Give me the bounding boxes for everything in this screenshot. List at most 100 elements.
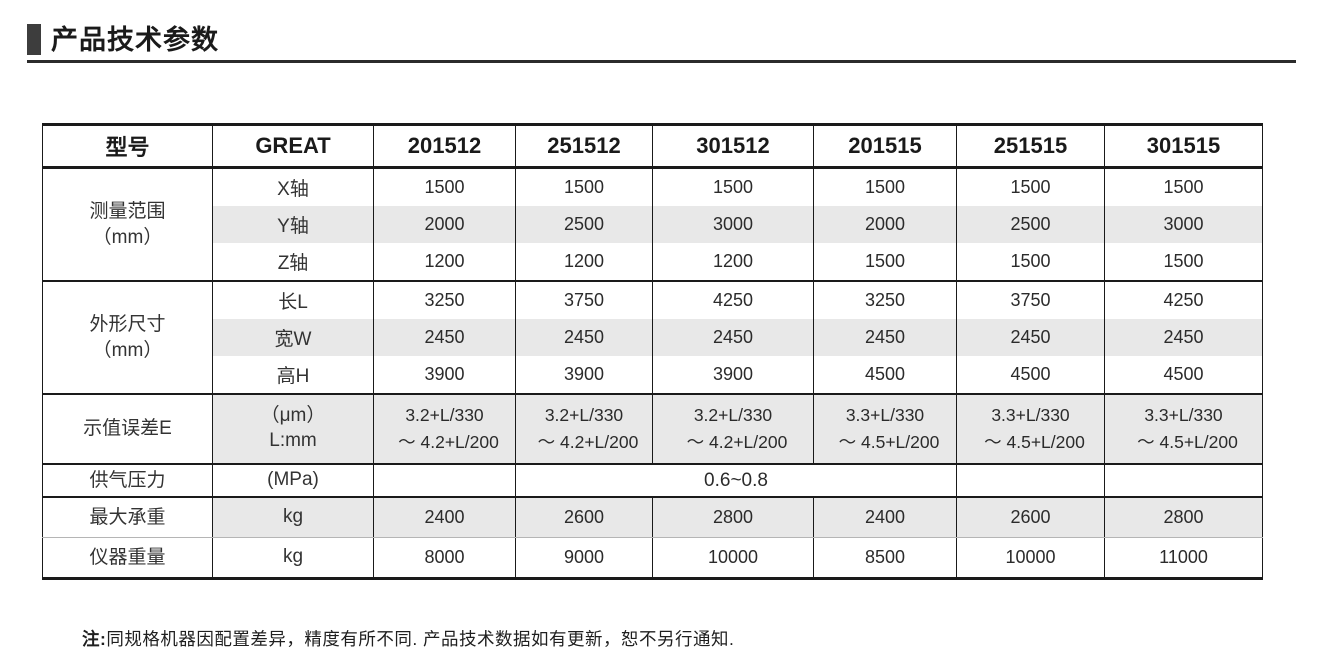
indication-error-unit-line1: （μm）: [260, 405, 326, 427]
axis-label-x: X轴: [212, 167, 374, 206]
dimensions-unit: （mm）: [92, 339, 163, 361]
row-max-load: 最大承重 kg 2400 2600 2800 2400 2600 2800: [42, 497, 1263, 538]
err-251515-line2: ～ 4.5+L/200: [984, 432, 1085, 452]
header-model-301512: 301512: [652, 124, 814, 169]
unit-indication-error: （μm） L:mm: [212, 394, 374, 465]
header-model-301515: 301515: [1104, 124, 1263, 169]
cell-range-z-201512: 1200: [373, 243, 516, 282]
row-dimension-length: 外形尺寸 （mm） 长L 3250 3750 4250 3250 3750 42…: [42, 281, 1263, 395]
cell-range-x-301512: 1500: [652, 167, 814, 206]
cell-dim-w-301515: 2450: [1104, 319, 1263, 356]
cell-weight-301512: 10000: [652, 537, 814, 579]
header-model-201512: 201512: [373, 124, 516, 169]
cell-range-y-201515: 2000: [813, 206, 957, 243]
cell-load-251512: 2600: [515, 497, 653, 538]
cell-err-251515: 3.3+L/330 ～ 4.5+L/200: [956, 394, 1105, 465]
cell-dim-h-201512: 3900: [373, 356, 516, 395]
footnote: 注:同规格机器因配置差异，精度有所不同. 产品技术数据如有更新，恕不另行通知.: [82, 626, 1323, 651]
err-301515-line2: ～ 4.5+L/200: [1137, 432, 1238, 452]
cell-load-201515: 2400: [813, 497, 957, 538]
cell-err-201515: 3.3+L/330 ～ 4.5+L/200: [813, 394, 957, 465]
cell-load-301515: 2800: [1104, 497, 1263, 538]
cell-air-251515-empty: [956, 464, 1105, 498]
cell-range-z-301515: 1500: [1104, 243, 1263, 282]
header-brand: GREAT: [212, 124, 374, 169]
err-201515-line2: ～ 4.5+L/200: [838, 432, 940, 452]
cell-dim-l-251515: 3750: [956, 281, 1105, 319]
cell-range-y-251515: 2500: [956, 206, 1105, 243]
cell-dim-h-301512: 3900: [652, 356, 814, 395]
cell-dim-l-201515: 3250: [813, 281, 957, 319]
cell-dim-l-251512: 3750: [515, 281, 653, 319]
cell-range-y-301515: 3000: [1104, 206, 1263, 243]
axis-label-y: Y轴: [212, 206, 374, 243]
label-instrument-weight: 仪器重量: [89, 546, 166, 568]
err-201512-line1: 3.2+L/330: [405, 404, 484, 425]
err-301512-line1: 3.2+L/330: [693, 404, 773, 425]
cell-load-201512: 2400: [373, 497, 516, 538]
row-measuring-range-z: Z轴 1200 1200 1200 1500 1500 1500: [43, 243, 1263, 282]
header-model-label: 型号: [42, 124, 213, 169]
cell-range-x-251515: 1500: [956, 167, 1105, 206]
cell-air-pressure-value: 0.6~0.8: [515, 464, 957, 498]
indication-error-unit-line2: L:mm: [269, 430, 317, 451]
cell-dim-h-201515: 4500: [813, 356, 957, 395]
cell-range-z-201515: 1500: [813, 243, 957, 282]
err-251512-line2: ～ 4.2+L/200: [537, 432, 639, 452]
measuring-range-unit: （mm）: [92, 226, 163, 248]
cell-dim-w-251512: 2450: [515, 319, 653, 356]
header-model-251512: 251512: [515, 124, 653, 169]
cell-air-201512-empty: [373, 464, 516, 498]
dim-label-height: 高H: [212, 356, 374, 395]
cell-weight-251515: 10000: [956, 537, 1105, 579]
cell-dim-w-251515: 2450: [956, 319, 1105, 356]
cell-dim-w-201512: 2450: [373, 319, 516, 356]
cell-dim-w-301512: 2450: [652, 319, 814, 356]
axis-label-z: Z轴: [212, 243, 374, 282]
err-301515-line1: 3.3+L/330: [1144, 404, 1223, 425]
row-measuring-range-y: Y轴 2000 2500 3000 2000 2500 3000: [43, 206, 1263, 243]
row-air-pressure: 供气压力 (MPa) 0.6~0.8: [42, 464, 1263, 498]
cell-dim-w-201515: 2450: [813, 319, 957, 356]
header-model-201515: 201515: [813, 124, 957, 169]
cell-range-y-301512: 3000: [652, 206, 814, 243]
footnote-text: 同规格机器因配置差异，精度有所不同. 产品技术数据如有更新，恕不另行通知.: [106, 629, 735, 649]
cell-range-x-251512: 1500: [515, 167, 653, 206]
row-dimension-height: 高H 3900 3900 3900 4500 4500 4500: [43, 356, 1263, 395]
cell-range-x-301515: 1500: [1104, 167, 1263, 206]
label-air-pressure: 供气压力: [42, 464, 213, 498]
dim-label-width: 宽W: [212, 319, 374, 356]
cell-dim-l-201512: 3250: [373, 281, 516, 319]
dimensions-label: 外形尺寸: [89, 313, 166, 335]
measuring-range-label: 测量范围: [89, 200, 166, 222]
cell-air-301515-empty: [1104, 464, 1263, 498]
page-title: 产品技术参数: [51, 25, 219, 55]
unit-max-load: kg: [212, 497, 374, 538]
cell-dim-l-301515: 4250: [1104, 281, 1263, 319]
cell-load-301512: 2800: [652, 497, 814, 538]
row-indication-error: 示值误差E （μm） L:mm 3.2+L/330 ～ 4.2+L/200 3.…: [42, 394, 1263, 465]
product-spec-table: 型号 GREAT 201512 251512 301512 201515 251…: [42, 123, 1263, 580]
cell-range-z-301512: 1200: [652, 243, 814, 282]
err-301512-line2: ～ 4.2+L/200: [686, 432, 788, 452]
err-251515-line1: 3.3+L/330: [991, 404, 1070, 425]
cell-weight-301515: 11000: [1104, 537, 1263, 579]
cell-dim-h-251515: 4500: [956, 356, 1105, 395]
cell-dim-h-251512: 3900: [515, 356, 653, 395]
title-accent-block-icon: [27, 24, 41, 55]
err-201515-line1: 3.3+L/330: [845, 404, 925, 425]
cell-range-x-201512: 1500: [373, 167, 516, 206]
cell-range-z-251515: 1500: [956, 243, 1105, 282]
cell-weight-251512: 9000: [515, 537, 653, 579]
header-model-251515: 251515: [956, 124, 1105, 169]
cell-err-301515: 3.3+L/330 ～ 4.5+L/200: [1104, 394, 1263, 465]
unit-instrument-weight: kg: [212, 537, 374, 579]
cell-load-251515: 2600: [956, 497, 1105, 538]
err-201512-line2: ～ 4.2+L/200: [398, 432, 499, 452]
row-measuring-range-x: 测量范围 （mm） X轴 1500 1500 1500 1500 1500 15…: [42, 167, 1263, 282]
cell-err-201512: 3.2+L/330 ～ 4.2+L/200: [373, 394, 516, 465]
section-title-bar: 产品技术参数: [27, 24, 1296, 63]
label-indication-error: 示值误差E: [42, 394, 213, 465]
cell-dim-l-301512: 4250: [652, 281, 814, 319]
cell-dim-h-301515: 4500: [1104, 356, 1263, 395]
